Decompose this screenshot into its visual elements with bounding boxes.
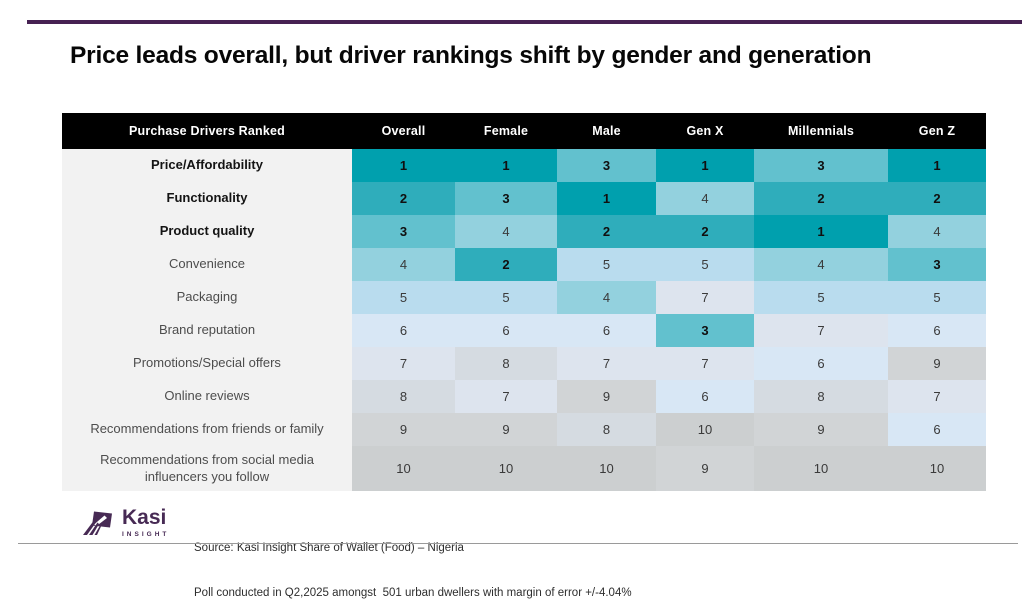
table-row: Promotions/Special offers 7 8 7 7 6 9 xyxy=(62,347,986,380)
rank-cell: 10 xyxy=(557,446,656,491)
rank-cell: 5 xyxy=(455,281,557,314)
row-label: Brand reputation xyxy=(62,314,352,347)
rank-cell: 7 xyxy=(754,314,888,347)
column-header-overall: Overall xyxy=(381,124,426,138)
rank-cell: 4 xyxy=(455,215,557,248)
rank-cell: 5 xyxy=(754,281,888,314)
rank-cell: 9 xyxy=(656,446,754,491)
accent-top-bar xyxy=(27,20,1022,24)
rank-cell: 8 xyxy=(352,380,455,413)
source-line-1: Source: Kasi Insight Share of Wallet (Fo… xyxy=(194,542,464,554)
rank-cell: 5 xyxy=(557,248,656,281)
footer-divider xyxy=(18,543,1018,544)
rank-cell: 2 xyxy=(754,182,888,215)
row-label: Online reviews xyxy=(62,380,352,413)
rank-cell: 7 xyxy=(557,347,656,380)
row-label: Product quality xyxy=(62,215,352,248)
logo-wordmark: Kasi xyxy=(122,506,167,529)
rank-cell: 2 xyxy=(557,215,656,248)
column-header-female: Female xyxy=(483,124,529,138)
rank-cell: 1 xyxy=(656,149,754,182)
table-row: Recommendations from friends or family 9… xyxy=(62,413,986,446)
rank-cell: 6 xyxy=(656,380,754,413)
rank-cell: 3 xyxy=(888,248,986,281)
rank-cell: 4 xyxy=(656,182,754,215)
rank-cell: 3 xyxy=(754,149,888,182)
rank-cell: 9 xyxy=(888,347,986,380)
table-row: Brand reputation 6 6 6 3 7 6 xyxy=(62,314,986,347)
column-header-genz: Gen Z xyxy=(918,124,956,138)
rank-cell: 8 xyxy=(754,380,888,413)
rank-cell: 7 xyxy=(656,347,754,380)
table-row: Price/Affordability 1 1 3 1 3 1 xyxy=(62,149,986,182)
rank-cell: 9 xyxy=(352,413,455,446)
rank-cell: 1 xyxy=(455,149,557,182)
rank-cell: 4 xyxy=(754,248,888,281)
rank-cell: 8 xyxy=(557,413,656,446)
rank-cell: 7 xyxy=(352,347,455,380)
rank-cell: 10 xyxy=(455,446,557,491)
rank-cell: 1 xyxy=(557,182,656,215)
table-row: Product quality 3 4 2 2 1 4 xyxy=(62,215,986,248)
table-row: Functionality 2 3 1 4 2 2 xyxy=(62,182,986,215)
column-header-genx: Gen X xyxy=(686,124,724,138)
rank-cell: 9 xyxy=(455,413,557,446)
table-row: Online reviews 8 7 9 6 8 7 xyxy=(62,380,986,413)
rank-cell: 6 xyxy=(455,314,557,347)
rank-cell: 10 xyxy=(888,446,986,491)
table-row: Convenience 4 2 5 5 4 3 xyxy=(62,248,986,281)
rank-cell: 10 xyxy=(754,446,888,491)
rank-cell: 6 xyxy=(754,347,888,380)
rank-cell: 7 xyxy=(656,281,754,314)
rank-cell: 6 xyxy=(352,314,455,347)
rank-cell: 2 xyxy=(455,248,557,281)
logo-subtext: INSIGHT xyxy=(122,531,170,538)
rank-cell: 9 xyxy=(557,380,656,413)
rank-cell: 10 xyxy=(656,413,754,446)
purchase-drivers-heatmap-table: Purchase Drivers Ranked Overall Female M… xyxy=(62,113,986,491)
page-title: Price leads overall, but driver rankings… xyxy=(70,42,872,69)
rank-cell: 8 xyxy=(455,347,557,380)
rank-cell: 4 xyxy=(888,215,986,248)
row-label: Recommendations from social media influe… xyxy=(62,446,352,491)
rank-cell: 5 xyxy=(656,248,754,281)
rank-cell: 1 xyxy=(754,215,888,248)
rank-cell: 1 xyxy=(352,149,455,182)
row-label: Convenience xyxy=(62,248,352,281)
rank-cell: 6 xyxy=(888,314,986,347)
rank-cell: 4 xyxy=(352,248,455,281)
rank-cell: 2 xyxy=(656,215,754,248)
kasi-insight-logo: Kasi INSIGHT xyxy=(82,503,169,543)
row-label: Recommendations from friends or family xyxy=(62,413,352,446)
rank-cell: 9 xyxy=(754,413,888,446)
rank-cell: 4 xyxy=(557,281,656,314)
row-label: Promotions/Special offers xyxy=(62,347,352,380)
rank-cell: 6 xyxy=(888,413,986,446)
rank-cell: 5 xyxy=(352,281,455,314)
column-header-drivers: Purchase Drivers Ranked xyxy=(128,124,286,138)
table-header-row: Purchase Drivers Ranked Overall Female M… xyxy=(62,113,986,149)
table-row: Recommendations from social media influe… xyxy=(62,446,986,491)
kasi-logo-arrow-icon xyxy=(83,511,112,535)
rank-cell: 2 xyxy=(888,182,986,215)
column-header-male: Male xyxy=(592,124,621,138)
rank-cell: 2 xyxy=(352,182,455,215)
source-note: Source: Kasi Insight Share of Wallet (Fo… xyxy=(194,511,632,616)
rank-cell: 10 xyxy=(352,446,455,491)
rank-cell: 3 xyxy=(352,215,455,248)
row-label: Packaging xyxy=(62,281,352,314)
table-row: Packaging 5 5 4 7 5 5 xyxy=(62,281,986,314)
rank-cell: 5 xyxy=(888,281,986,314)
row-label: Functionality xyxy=(62,182,352,215)
column-header-millennials: Millennials xyxy=(787,124,855,138)
rank-cell: 3 xyxy=(656,314,754,347)
rank-cell: 7 xyxy=(888,380,986,413)
rank-cell: 3 xyxy=(455,182,557,215)
rank-cell: 6 xyxy=(557,314,656,347)
source-line-2: Poll conducted in Q2,2025 amongst 501 ur… xyxy=(194,587,632,599)
rank-cell: 1 xyxy=(888,149,986,182)
rank-cell: 3 xyxy=(557,149,656,182)
rank-cell: 7 xyxy=(455,380,557,413)
row-label: Price/Affordability xyxy=(62,149,352,182)
